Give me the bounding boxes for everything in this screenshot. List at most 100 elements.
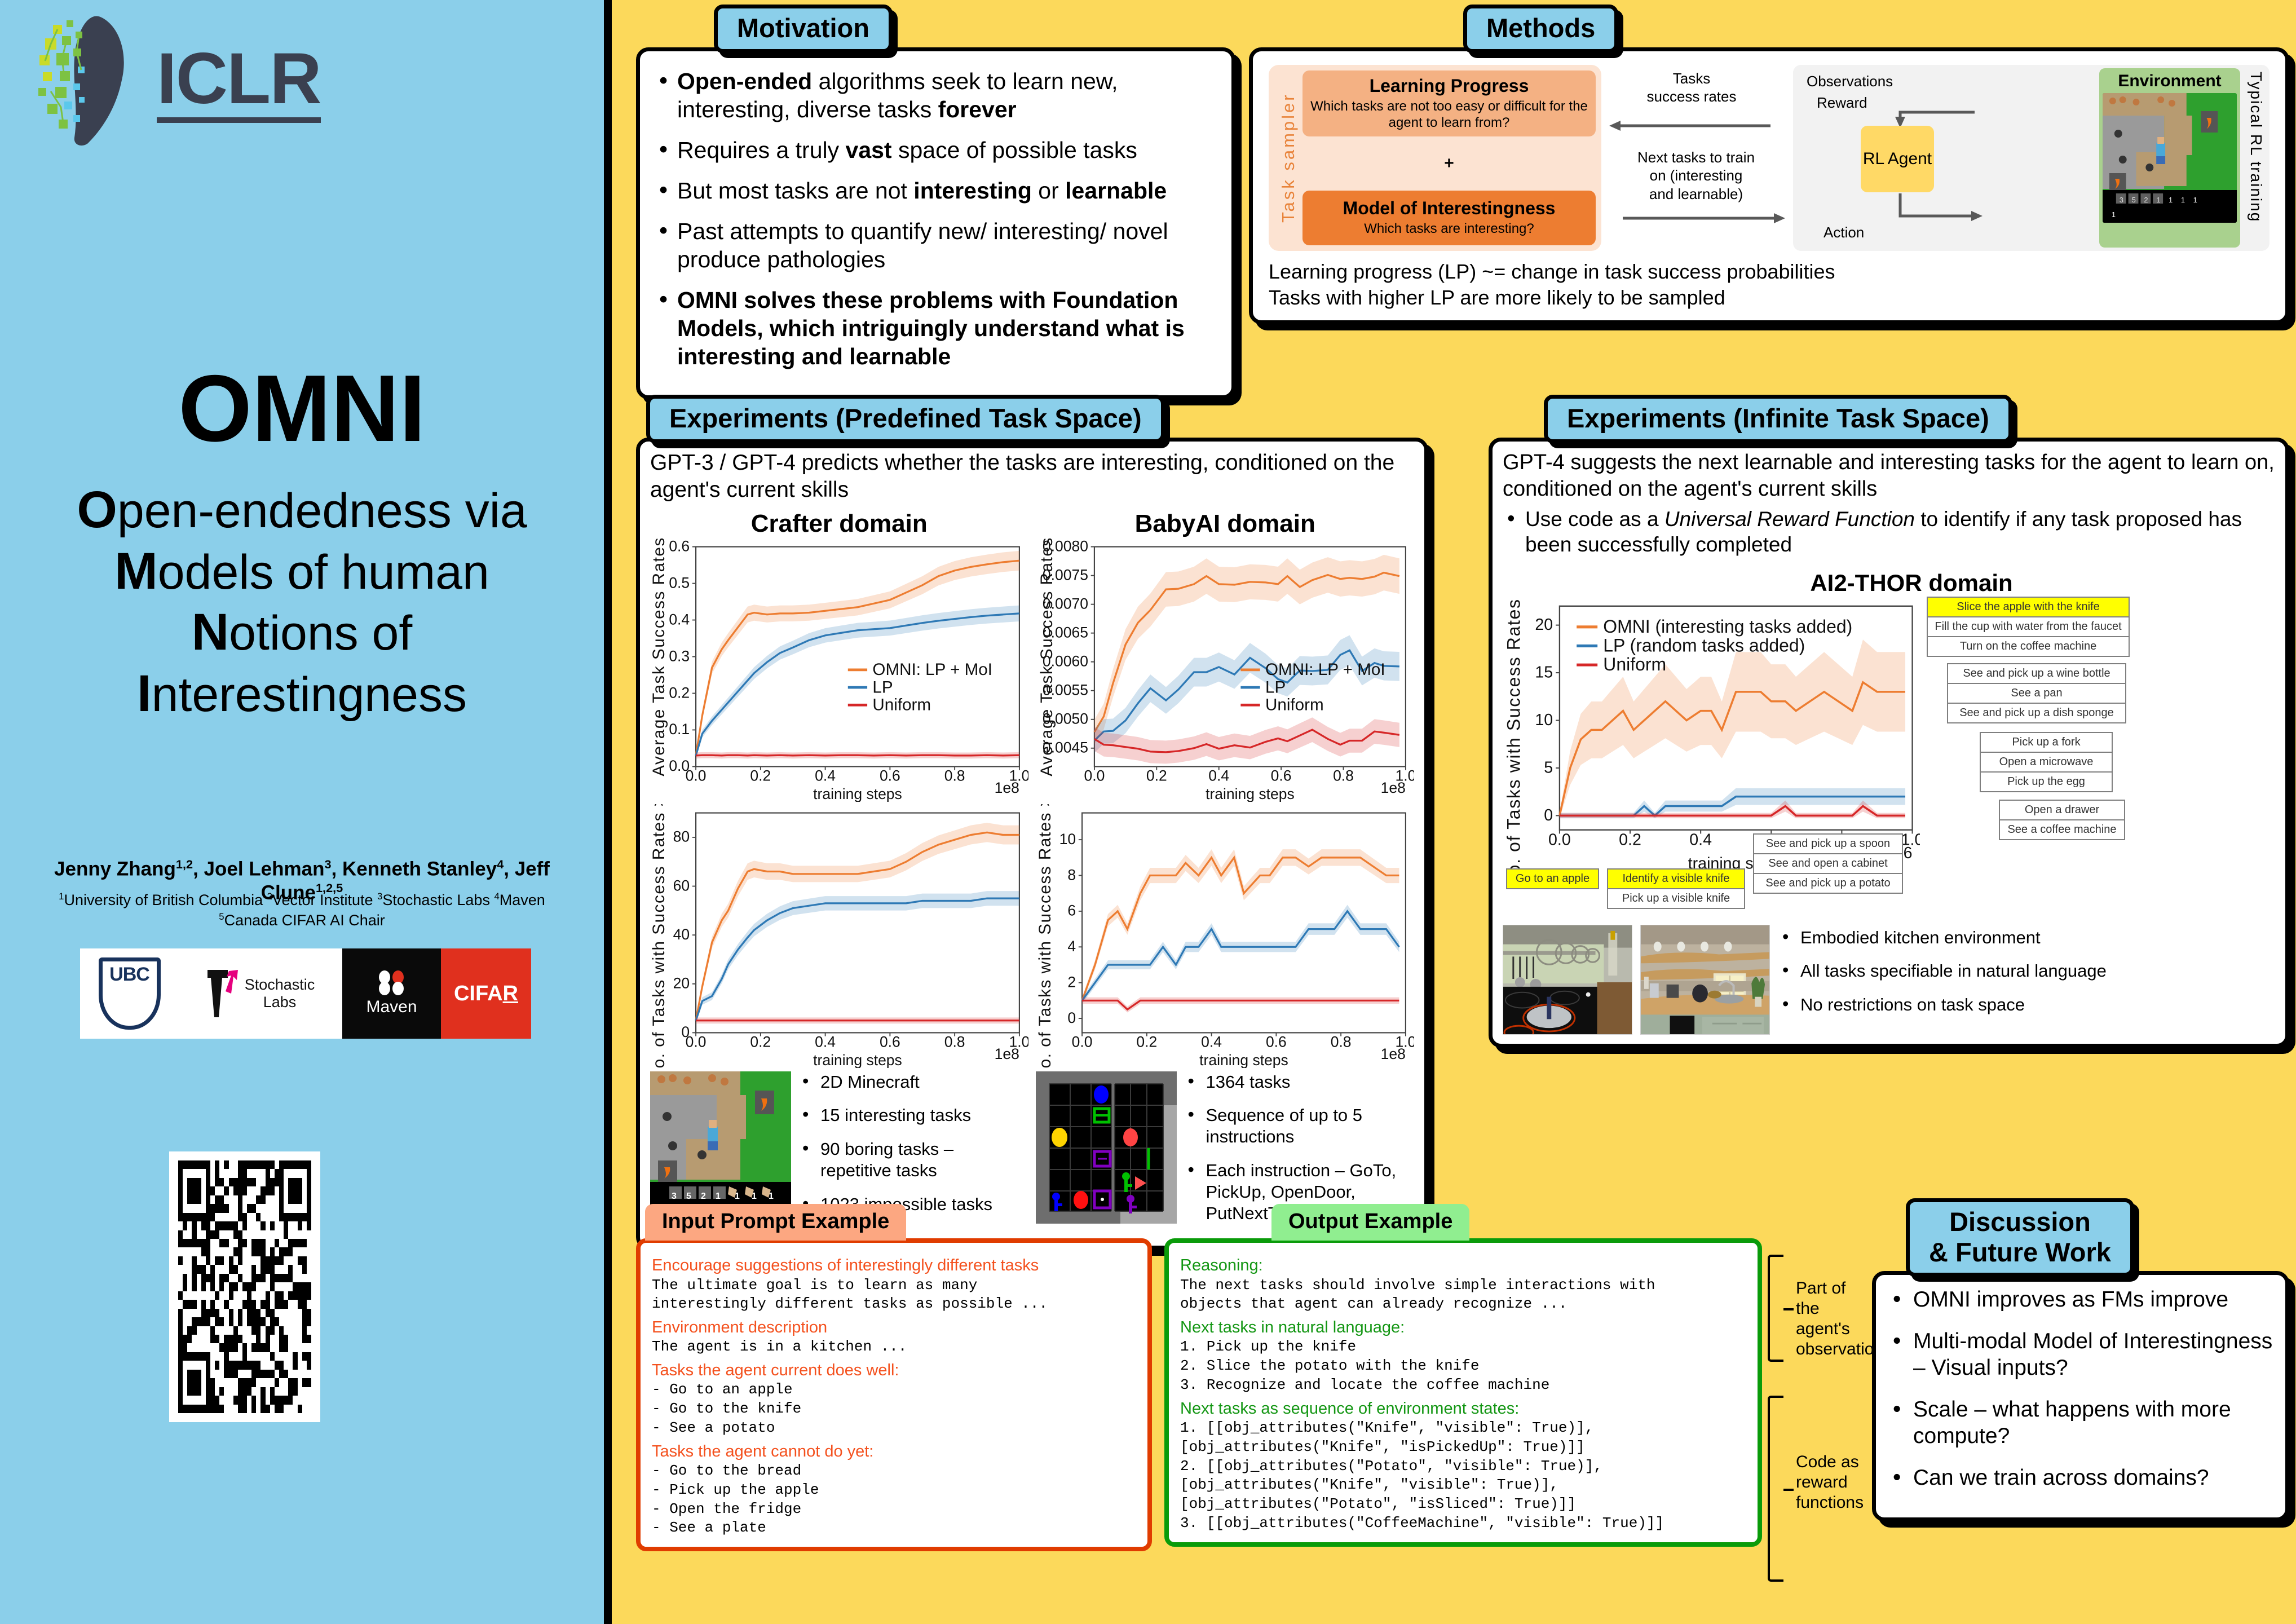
svg-text:5: 5 [1544, 758, 1553, 776]
svg-text:4: 4 [1067, 938, 1076, 955]
svg-text:0.4: 0.4 [669, 611, 690, 628]
svg-text:40: 40 [673, 926, 690, 943]
task-cell-fill-cup: Fill the cup with water from the faucet [1928, 617, 2129, 637]
svg-text:0.0: 0.0 [686, 767, 707, 784]
learning-progress-box: Learning Progress Which tasks are not to… [1302, 70, 1596, 137]
svg-text:0.4: 0.4 [1689, 831, 1712, 849]
task-cell-dish-sponge: See and pick up a dish sponge [1959, 706, 2114, 719]
observations-label: Observations [1807, 72, 1893, 90]
svg-text:1.0: 1.0 [1395, 1033, 1414, 1050]
kitchen-bullet-1: Embodied kitchen environment [1778, 926, 2275, 948]
input-text-1: The ultimate goal is to learn as many in… [652, 1276, 1048, 1313]
experiments-infinite-title: Experiments (Infinite Task Space) [1544, 395, 2012, 443]
input-text-4: - Go to the bread - Pick up the apple - … [652, 1462, 819, 1537]
methods-diagram: Task sampler Learning Progress Which tas… [1269, 64, 2269, 251]
learning-progress-title: Learning Progress [1369, 75, 1529, 96]
svg-text:0.2: 0.2 [1136, 1033, 1157, 1050]
svg-text:OMNI: LP + MoI: OMNI: LP + MoI [872, 660, 992, 679]
task-sampler-label: Task sampler [1278, 92, 1298, 223]
svg-text:0.0050: 0.0050 [1042, 710, 1088, 727]
svg-text:0.0080: 0.0080 [1042, 538, 1088, 554]
svg-text:0.6: 0.6 [880, 1033, 900, 1050]
task-cell-see-coffee-machine: See a coffee machine [2007, 823, 2117, 836]
output-text-3: 1. [[obj_attributes("Knife", "visible": … [1180, 1419, 1664, 1532]
methods-note-line1: Learning progress (LP) ~= change in task… [1269, 259, 1835, 283]
motivation-body: Open-ended algorithms seek to learn new,… [636, 47, 1235, 399]
babyai-num-tasks-chart: 0.0 0.2 0.4 0.6 0.8 1.0 0 2 4 6 8 10 1e8 training ste… [1036, 804, 1415, 1068]
motivation-bullet-3: But most tasks are not interesting or le… [655, 175, 1217, 205]
svg-text:training steps: training steps [813, 1052, 902, 1068]
babyai-domain-heading: BabyAI domain [1134, 510, 1315, 538]
subtitle-cap-m: M [114, 542, 158, 600]
iclr-logo: ICLR [34, 12, 322, 153]
svg-text:No. of Tasks with Success Rate: No. of Tasks with Success Rates > 0.2 [650, 804, 668, 1068]
typical-rl-training-label: Typical RL training [2248, 71, 2265, 222]
babyai-bullet-1: 1364 tasks [1184, 1070, 1415, 1093]
svg-text:1.0: 1.0 [1009, 1033, 1028, 1050]
brace-reward-label: Code as reward functions [1796, 1453, 1864, 1512]
svg-text:0.0065: 0.0065 [1042, 624, 1088, 641]
svg-text:0.3: 0.3 [669, 647, 690, 664]
discussion-bullets: OMNI improves as FMs improve Multi-modal… [1888, 1285, 2273, 1491]
task-sampler-panel: Task sampler Learning Progress Which tas… [1269, 64, 1601, 251]
svg-text:OMNI (interesting tasks added): OMNI (interesting tasks added) [1603, 616, 1852, 637]
output-example-body: Reasoning: The next tasks should involve… [1164, 1238, 1762, 1547]
svg-text:0.6: 0.6 [669, 538, 690, 554]
ubc-logo: UBC [80, 948, 179, 1039]
output-annotation-braces: Part of the agent's observations Code as… [1768, 1249, 1892, 1610]
svg-text:1e8: 1e8 [995, 1045, 1019, 1062]
motivation-bullet-4: Past attempts to quantify new/ interesti… [655, 216, 1217, 273]
methods-body: Task sampler Learning Progress Which tas… [1249, 47, 2289, 325]
svg-text:0.2: 0.2 [750, 767, 771, 784]
svg-text:3: 3 [672, 1191, 677, 1201]
svg-text:1: 1 [2193, 196, 2197, 204]
section-methods: Methods Task sampler Learning Progress W… [1249, 5, 2289, 325]
svg-text:0: 0 [1067, 1009, 1076, 1026]
ai2thor-chart: 0.00.20.40.60.81.0051015201e6training st… [1503, 597, 1920, 872]
svg-text:0.0: 0.0 [1084, 767, 1105, 784]
babyai-domain-desc: 1364 tasks Sequence of up to 5 instructi… [1035, 1070, 1415, 1237]
model-of-interestingness-box: Model of Interestingness Which tasks are… [1302, 190, 1596, 245]
svg-text:Average Task Success Rates: Average Task Success Rates [650, 538, 668, 776]
svg-text:2: 2 [1067, 973, 1076, 990]
svg-text:80: 80 [673, 828, 690, 845]
crafter-bullet-1: 2D Minecraft [798, 1070, 1029, 1093]
output-label-1: Reasoning: [1180, 1256, 1263, 1275]
methods-note: Learning progress (LP) ~= change in task… [1269, 259, 2269, 312]
input-example-title: Input Prompt Example [645, 1204, 907, 1241]
svg-text:1: 1 [716, 1191, 721, 1201]
svg-text:1: 1 [2181, 196, 2185, 204]
output-example-title: Output Example [1271, 1204, 1470, 1241]
methods-note-line2: Tasks with higher LP are more likely to … [1269, 286, 1725, 310]
svg-text:Uniform: Uniform [1603, 654, 1666, 674]
task-cell-identify-knife: Identify a visible knife [1608, 869, 1744, 889]
discussion-body: OMNI improves as FMs improve Multi-modal… [1872, 1271, 2289, 1521]
subtitle-cap-i: I [137, 664, 152, 722]
motivation-bullets: Open-ended algorithms seek to learn new,… [655, 66, 1217, 370]
task-cell-open-microwave: Open a microwave [1981, 753, 2112, 773]
experiments-predefined-body: GPT-3 / GPT-4 predicts whether the tasks… [636, 437, 1428, 1250]
section-discussion: Discussion & Future Work OMNI improves a… [1872, 1198, 2289, 1521]
moi-subtitle: Which tasks are interesting? [1364, 220, 1534, 236]
svg-text:training steps: training steps [1199, 1052, 1288, 1068]
svg-text:0.0: 0.0 [669, 757, 690, 774]
svg-text:5: 5 [686, 1191, 691, 1201]
kitchen-image-stove [1503, 924, 1632, 1035]
svg-text:0.2: 0.2 [1146, 767, 1167, 784]
iclr-wordmark: ICLR [157, 43, 322, 123]
subtitle-cap-o: O [77, 481, 117, 539]
task-cell-pick-egg: Pick up the egg [2007, 775, 2085, 788]
svg-text:No. of Tasks with Success Rate: No. of Tasks with Success Rates > 0.2 [1036, 804, 1054, 1068]
motivation-title: Motivation [714, 5, 893, 53]
svg-text:10: 10 [1535, 711, 1553, 729]
input-label-3: Tasks the agent current does well: [652, 1361, 899, 1380]
output-text-1: The next tasks should involve simple int… [1180, 1276, 1655, 1313]
svg-text:0.0060: 0.0060 [1042, 653, 1088, 670]
svg-text:1.0: 1.0 [1009, 767, 1028, 784]
poster-title: OMNI [178, 355, 426, 461]
qr-code[interactable] [169, 1151, 320, 1422]
bottom-task-boxes: Go to an apple Identify a visible knife … [1503, 833, 2275, 920]
svg-text:LP: LP [1265, 678, 1286, 697]
svg-text:Uniform: Uniform [1265, 696, 1324, 714]
action-label: Action [1823, 223, 1865, 241]
